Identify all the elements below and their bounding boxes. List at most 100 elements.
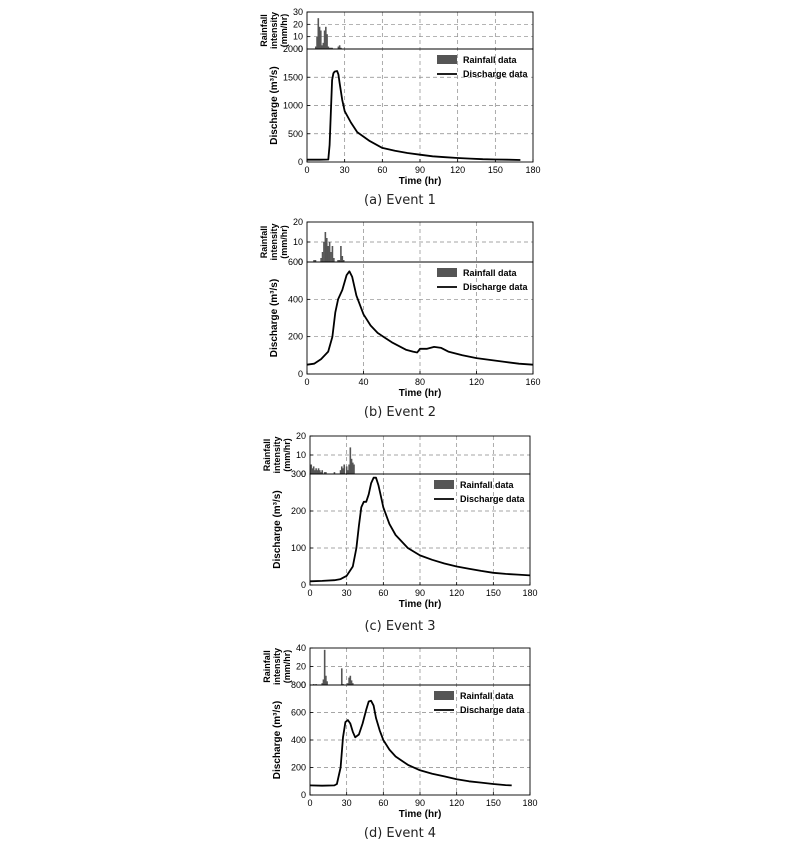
discharge-y-tick-label: 0 <box>301 580 306 590</box>
rain-y-axis-label: intensity <box>269 223 279 260</box>
discharge-y-tick-label: 0 <box>298 369 303 379</box>
rain-y-axis-label: Rainfall <box>259 14 269 47</box>
rain-bar <box>320 472 322 474</box>
rain-bar <box>326 34 328 49</box>
rain-bar <box>351 683 354 685</box>
rain-bar <box>318 470 321 474</box>
legend-rain-label: Rainfall data <box>460 480 515 490</box>
rain-bar <box>314 260 317 262</box>
rain-bar <box>340 47 342 49</box>
rain-bar <box>316 36 318 49</box>
x-tick-label: 30 <box>342 588 352 598</box>
rain-bar <box>315 468 317 474</box>
x-tick-label: 150 <box>488 165 503 175</box>
rain-y-axis-label: (mm/hr) <box>279 14 289 48</box>
rain-y-tick-label: 40 <box>296 643 306 653</box>
rain-bar <box>349 447 352 474</box>
rain-bar <box>320 30 322 49</box>
chart-panel-b: 0 40 80 120 160 Time (hr) 0 10 20 0 200 400 600 Rainf… <box>0 213 800 433</box>
rain-bar <box>353 464 355 474</box>
x-tick-label: 0 <box>304 377 309 387</box>
rain-bar <box>338 45 341 49</box>
rain-y-tick-label: 20 <box>293 217 303 227</box>
discharge-y-tick-label: 1000 <box>283 101 303 111</box>
discharge-y-axis-label: Discharge (m³/s) <box>272 701 283 779</box>
x-tick-label: 180 <box>525 165 540 175</box>
rain-bar <box>328 242 331 262</box>
rain-bar <box>345 466 348 474</box>
x-tick-label: 40 <box>358 377 368 387</box>
rain-y-tick-label: 20 <box>296 431 306 441</box>
rain-bar <box>333 472 336 474</box>
rain-bar <box>337 46 340 49</box>
x-tick-label: 80 <box>415 377 425 387</box>
rain-y-axis-label: Rainfall <box>262 439 272 472</box>
rain-bar <box>321 45 323 49</box>
x-tick-label: 180 <box>522 588 537 598</box>
rain-bar <box>323 30 326 49</box>
rain-bar <box>320 258 322 262</box>
rain-bar <box>323 472 326 474</box>
x-axis-label: Time (hr) <box>399 388 442 399</box>
discharge-y-axis-label: Discharge (m³/s) <box>269 279 280 357</box>
legend-rain-label: Rainfall data <box>460 691 515 701</box>
chart-panel-a: 0 30 60 90 120 150 180 Time (hr) 0 10 20 30 0 500 1000… <box>0 0 800 220</box>
rain-bar <box>333 258 335 262</box>
x-axis-label: Time (hr) <box>399 176 442 187</box>
rain-y-axis-label: intensity <box>269 12 279 49</box>
rain-bar <box>351 462 354 474</box>
rain-bar <box>337 260 339 262</box>
rain-bar <box>340 668 343 685</box>
x-tick-label: 120 <box>449 588 464 598</box>
rain-y-axis-label: Rainfall <box>259 226 269 259</box>
rain-bar <box>313 260 315 262</box>
discharge-y-axis-label: Discharge (m³/s) <box>272 490 283 568</box>
rain-bar <box>340 246 342 262</box>
x-tick-label: 90 <box>415 798 425 808</box>
discharge-y-tick-label: 200 <box>291 763 306 773</box>
rain-bar <box>317 468 320 474</box>
rain-bar <box>350 680 353 685</box>
x-tick-label: 150 <box>486 798 501 808</box>
rain-bar <box>321 683 324 685</box>
discharge-line <box>309 476 531 583</box>
x-tick-label: 120 <box>449 798 464 808</box>
rain-y-tick-label: 10 <box>293 237 303 247</box>
rain-bar <box>312 684 315 685</box>
chart-caption: (a) Event 1 <box>364 193 436 208</box>
rain-bar <box>342 260 345 262</box>
legend-discharge-label: Discharge data <box>463 69 529 79</box>
x-tick-label: 180 <box>522 798 537 808</box>
rain-bar <box>349 675 352 685</box>
legend-rain-swatch <box>434 691 454 700</box>
legend-discharge-label: Discharge data <box>463 282 529 292</box>
rain-bar <box>327 46 330 49</box>
rain-bar <box>339 470 342 474</box>
rain-bar <box>314 470 316 474</box>
rain-bar <box>325 472 327 474</box>
rain-bar <box>343 464 346 474</box>
rain-bar <box>331 246 334 262</box>
rain-bar <box>348 677 350 685</box>
rain-bar <box>310 464 313 474</box>
x-tick-label: 150 <box>486 588 501 598</box>
rain-bar <box>341 256 344 262</box>
discharge-y-tick-label: 1500 <box>283 72 303 82</box>
discharge-y-tick-label: 2000 <box>283 44 303 54</box>
rain-y-axis-label: Rainfall <box>262 650 272 683</box>
rain-y-tick-label: 0 <box>301 680 306 690</box>
rain-bar <box>347 683 349 685</box>
discharge-line <box>307 70 521 161</box>
chart-caption: (c) Event 3 <box>364 619 436 634</box>
legend-rain-label: Rainfall data <box>463 268 518 278</box>
rain-bar <box>324 232 327 262</box>
x-tick-label: 0 <box>307 588 312 598</box>
discharge-y-tick-label: 100 <box>291 543 306 553</box>
rain-bar <box>330 47 332 49</box>
discharge-y-tick-label: 0 <box>301 790 306 800</box>
discharge-y-tick-label: 400 <box>291 735 306 745</box>
rain-y-tick-label: 20 <box>296 662 306 672</box>
chart-caption: (d) Event 4 <box>363 826 437 841</box>
discharge-y-axis-label: Discharge (m³/s) <box>269 66 280 144</box>
